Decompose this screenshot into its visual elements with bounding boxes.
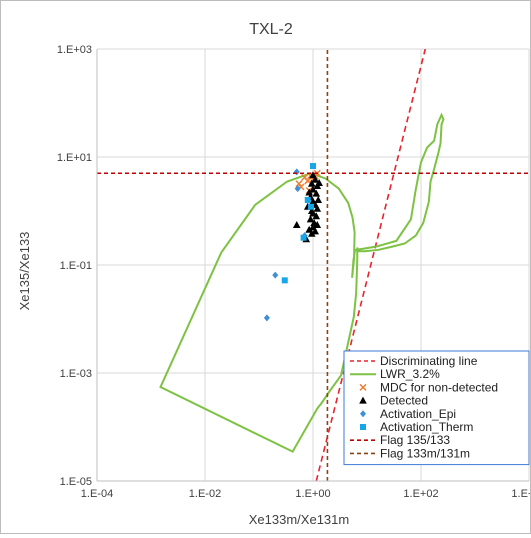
x-tick-label: 1.E+04 [511,488,530,500]
activation-therm-point [300,234,307,241]
mdc-for-non-detected-point [295,180,303,188]
legend-label-flag-133m-131m: Flag 133m/131m [380,446,470,460]
detected-point [292,221,301,229]
x-tick-label: 1.E+02 [403,488,438,500]
chart-title: TXL-2 [249,21,293,38]
legend-label-mdc-for-non-detected: MDC for non-detected [380,380,498,394]
detected-point [314,195,323,203]
y-tick-label: 1.E+01 [57,152,92,164]
legend-key-activation-epi [360,410,366,418]
activation-epi-point [263,314,270,322]
y-tick-label: 1.E-03 [60,368,92,380]
detected-point [309,209,317,217]
detected-point [307,179,316,187]
legend-label-discriminating-line: Discriminating line [380,354,478,368]
legend-label-activation-epi: Activation_Epi [380,407,456,421]
legend-key-activation-therm [360,424,366,430]
legend-label-flag-135-133: Flag 135/133 [380,433,450,447]
legend-label-detected: Detected [380,394,428,408]
detected-point [307,229,316,237]
x-tick-label: 1.E-02 [189,488,221,500]
discriminating-line-line [315,49,427,481]
detected-point [313,221,322,229]
legend-label-lwr-3-2: LWR_3.2% [380,367,440,381]
detected-point [312,212,321,220]
y-axis-label: Xe135/Xe133 [17,232,32,311]
detected-point [305,188,313,196]
x-axis-label: Xe133m/Xe131m [249,512,349,527]
activation-epi-point [294,185,301,193]
mdc-for-non-detected-point [304,177,312,185]
legend-box [343,350,530,466]
activation-therm-point [308,203,315,210]
activation-epi-point [293,168,300,176]
detected-point [309,185,317,193]
x-tick-label: 1.E-04 [81,488,113,500]
activation-therm-point [304,196,311,203]
y-tick-label: 1.E+03 [57,44,92,56]
legend-label-activation-therm: Activation_Therm [380,420,473,434]
activation-epi-point [272,271,279,279]
plot-series [97,49,529,481]
detected-point [315,179,323,187]
y-tick-label: 1.E-01 [60,260,92,272]
x-tick-label: 1.E+00 [295,488,330,500]
tick-labels: 1.E-04 1.E-02 1.E+00 1.E+02 1.E+04 1.E-05 1.E-… [57,44,531,500]
detected-point [311,175,320,183]
activation-therm-point [310,163,316,170]
detected-point [305,225,313,233]
y-tick-label: 1.E-05 [60,476,92,488]
detected-point [312,189,321,197]
axes [96,49,529,482]
legend-key-detected [359,396,367,404]
lwr-3-2-line [159,112,445,453]
legend-key-mdc-for-non-detected [359,383,367,391]
activation-therm-point [281,277,288,284]
detected-point [313,204,322,212]
detected-point [306,215,315,223]
